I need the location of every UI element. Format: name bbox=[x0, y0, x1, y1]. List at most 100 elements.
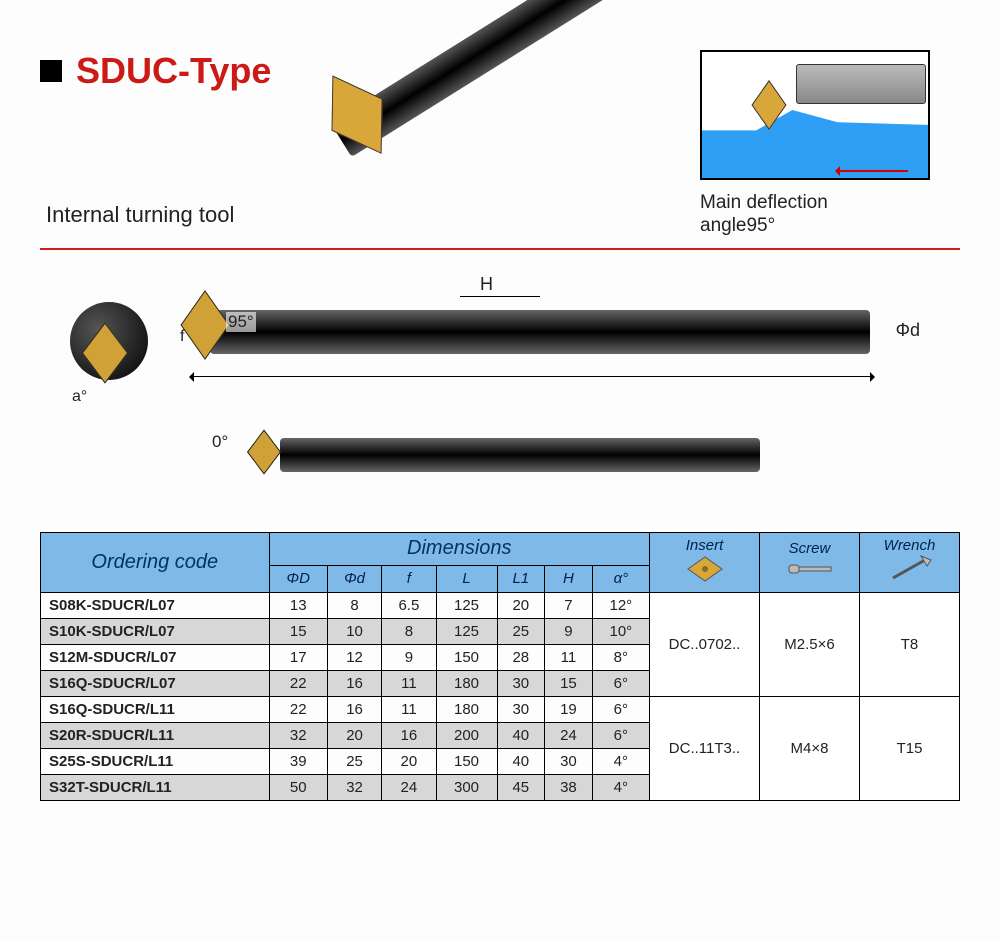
col-phid: Φd bbox=[327, 565, 381, 592]
cell-L1: 40 bbox=[497, 722, 545, 748]
page: SDUC-Type Internal turning tool Main def… bbox=[0, 0, 1000, 831]
cell-f: 24 bbox=[382, 774, 436, 800]
spec-tbody: S08K-SDUCR/L071386.512520712°DC..0702..M… bbox=[41, 592, 960, 800]
feed-arrow-icon bbox=[838, 170, 908, 172]
cell-D: 39 bbox=[269, 748, 327, 774]
cell-D: 15 bbox=[269, 618, 327, 644]
cell-L1: 45 bbox=[497, 774, 545, 800]
cell-H: 19 bbox=[545, 696, 593, 722]
tool-holder-photo bbox=[331, 0, 674, 157]
cell-f: 16 bbox=[382, 722, 436, 748]
side-view-insert-icon bbox=[181, 290, 230, 360]
col-dimensions: Dimensions bbox=[269, 532, 649, 565]
cell-f: 9 bbox=[382, 644, 436, 670]
cell-L: 125 bbox=[436, 618, 497, 644]
cell-L1: 30 bbox=[497, 696, 545, 722]
group-insert: DC..0702.. bbox=[650, 592, 760, 696]
group-wrench: T15 bbox=[860, 696, 960, 800]
cell-d: 20 bbox=[327, 722, 381, 748]
type-title: SDUC-Type bbox=[76, 50, 271, 92]
cell-L: 150 bbox=[436, 644, 497, 670]
cell-d: 16 bbox=[327, 696, 381, 722]
top-view-bar bbox=[280, 438, 760, 472]
col-wrench: Wrench bbox=[860, 532, 960, 592]
cell-code: S16Q-SDUCR/L11 bbox=[41, 696, 270, 722]
cell-L1: 40 bbox=[497, 748, 545, 774]
cell-H: 15 bbox=[545, 670, 593, 696]
section-divider bbox=[40, 248, 960, 250]
deflection-diagram: Main deflection angle95° bbox=[700, 20, 960, 238]
cell-H: 30 bbox=[545, 748, 593, 774]
deflection-box bbox=[700, 50, 930, 180]
table-row: S16Q-SDUCR/L1122161118030196°DC..11T3..M… bbox=[41, 696, 960, 722]
cell-L: 200 bbox=[436, 722, 497, 748]
cell-D: 17 bbox=[269, 644, 327, 670]
cell-f: 6.5 bbox=[382, 592, 436, 618]
col-alpha: α° bbox=[592, 565, 649, 592]
table-row: S08K-SDUCR/L071386.512520712°DC..0702..M… bbox=[41, 592, 960, 618]
deflection-caption: Main deflection angle95° bbox=[700, 192, 960, 238]
cell-a: 8° bbox=[592, 644, 649, 670]
group-insert: DC..11T3.. bbox=[650, 696, 760, 800]
group-screw: M4×8 bbox=[760, 696, 860, 800]
cell-code: S20R-SDUCR/L11 bbox=[41, 722, 270, 748]
cell-a: 10° bbox=[592, 618, 649, 644]
title-block: SDUC-Type Internal turning tool bbox=[40, 20, 271, 228]
type-suffix: -Type bbox=[178, 50, 271, 91]
cell-d: 16 bbox=[327, 670, 381, 696]
cell-L1: 30 bbox=[497, 670, 545, 696]
diamond-insert-icon bbox=[332, 75, 383, 154]
cell-D: 22 bbox=[269, 670, 327, 696]
col-L: L bbox=[436, 565, 497, 592]
wrench-icon bbox=[885, 554, 935, 584]
cell-a: 4° bbox=[592, 774, 649, 800]
cell-H: 38 bbox=[545, 774, 593, 800]
deflection-tool-icon bbox=[796, 64, 926, 104]
cell-f: 11 bbox=[382, 670, 436, 696]
workpiece-shape bbox=[702, 110, 928, 178]
cell-d: 25 bbox=[327, 748, 381, 774]
cell-f: 11 bbox=[382, 696, 436, 722]
cell-code: S25S-SDUCR/L11 bbox=[41, 748, 270, 774]
type-prefix: SDUC bbox=[76, 50, 178, 91]
col-L1: L1 bbox=[497, 565, 545, 592]
deflection-caption-l2: angle95° bbox=[700, 215, 960, 238]
group-wrench: T8 bbox=[860, 592, 960, 696]
technical-diagram: a° H Φd 95° f 0° bbox=[40, 268, 960, 518]
hero-image bbox=[301, 20, 670, 220]
cell-H: 24 bbox=[545, 722, 593, 748]
cell-L: 180 bbox=[436, 696, 497, 722]
cell-code: S32T-SDUCR/L11 bbox=[41, 774, 270, 800]
dim-l-line bbox=[192, 376, 872, 377]
cell-D: 32 bbox=[269, 722, 327, 748]
cell-L: 150 bbox=[436, 748, 497, 774]
cell-H: 11 bbox=[545, 644, 593, 670]
header-row: SDUC-Type Internal turning tool Main def… bbox=[40, 20, 960, 238]
col-ordering: Ordering code bbox=[41, 532, 270, 592]
cell-d: 8 bbox=[327, 592, 381, 618]
cell-f: 20 bbox=[382, 748, 436, 774]
bullet-square-icon bbox=[40, 60, 62, 82]
cell-L: 125 bbox=[436, 592, 497, 618]
dim-phi-d-label: Φd bbox=[896, 320, 920, 341]
dim-h-label: H bbox=[480, 274, 493, 295]
col-phiD: ΦD bbox=[269, 565, 327, 592]
col-insert-label: Insert bbox=[656, 537, 753, 554]
cell-d: 10 bbox=[327, 618, 381, 644]
spec-table: Ordering code Dimensions Insert Screw Wr… bbox=[40, 532, 960, 801]
cell-L1: 25 bbox=[497, 618, 545, 644]
dim-0deg-label: 0° bbox=[212, 432, 228, 452]
angle-a-label: a° bbox=[72, 388, 87, 406]
cell-L: 300 bbox=[436, 774, 497, 800]
cell-L1: 20 bbox=[497, 592, 545, 618]
cell-H: 7 bbox=[545, 592, 593, 618]
cell-d: 32 bbox=[327, 774, 381, 800]
col-insert: Insert bbox=[650, 532, 760, 592]
deflection-caption-l1: Main deflection bbox=[700, 192, 960, 215]
top-view-insert-icon bbox=[247, 429, 281, 474]
cell-a: 4° bbox=[592, 748, 649, 774]
cell-L1: 28 bbox=[497, 644, 545, 670]
screw-icon bbox=[785, 557, 835, 581]
cell-D: 13 bbox=[269, 592, 327, 618]
cell-code: S08K-SDUCR/L07 bbox=[41, 592, 270, 618]
